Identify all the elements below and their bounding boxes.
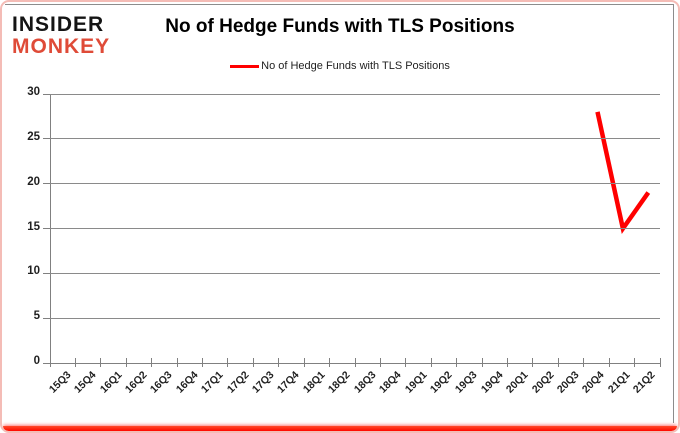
x-axis-tick: [354, 358, 356, 367]
x-axis-tick: [176, 358, 178, 367]
legend: No of Hedge Funds with TLS Positions: [2, 60, 678, 72]
gridline: [50, 272, 660, 274]
x-axis-tick: [583, 358, 585, 367]
x-axis-tick: [405, 358, 407, 367]
y-axis-tick: [43, 272, 50, 274]
y-axis-tick: [43, 317, 50, 319]
x-axis-tick: [74, 358, 76, 367]
y-axis-tick: [43, 362, 50, 364]
y-axis-tick: [43, 183, 50, 185]
gridline: [50, 183, 660, 185]
x-axis-tick: [481, 358, 483, 367]
series-line: [595, 111, 651, 234]
gridline: [50, 93, 660, 95]
x-axis-tick: [100, 358, 102, 367]
y-axis-label: 25: [27, 130, 40, 143]
x-axis-tick: [49, 358, 51, 367]
x-axis-tick: [227, 358, 229, 367]
chart-border-right: [673, 4, 674, 423]
y-axis-label: 30: [27, 86, 40, 98]
legend-line-marker: [230, 64, 260, 68]
x-axis-tick: [329, 358, 331, 367]
x-axis-tick: [507, 358, 508, 367]
y-axis-tick: [43, 93, 50, 95]
x-axis-tick: [659, 358, 661, 367]
x-axis-tick: [125, 358, 127, 367]
y-axis-label: 15: [27, 220, 40, 233]
gridline: [50, 228, 660, 229]
chart-title: No of Hedge Funds with TLS Positions: [165, 16, 515, 37]
plot-area: [50, 94, 661, 364]
x-axis-tick: [379, 358, 381, 367]
x-axis-tick: [532, 358, 534, 367]
x-axis-tick: [608, 358, 610, 367]
y-axis-label: 0: [33, 355, 40, 367]
logo-text-insider: INSIDER: [12, 13, 105, 36]
chart-border-top: [5, 4, 674, 5]
x-axis-tick: [456, 358, 458, 367]
y-axis-tick: [43, 138, 50, 140]
x-axis-tick: [557, 358, 559, 367]
legend-label: No of Hedge Funds with TLS Positions: [261, 60, 450, 72]
logo-text-monkey: MONKEY: [12, 35, 111, 58]
x-axis-tick: [430, 358, 432, 367]
y-axis-label: 10: [27, 265, 40, 278]
x-axis-tick: [303, 358, 305, 367]
gridline: [50, 317, 660, 319]
y-axis-label: 5: [33, 310, 40, 323]
x-axis-tick: [278, 358, 280, 367]
gridline: [50, 138, 660, 140]
y-axis-label: 20: [27, 175, 40, 188]
y-axis-tick: [43, 228, 50, 229]
insider-monkey-logo: INSIDER MONKEY: [12, 13, 110, 59]
x-axis-tick: [634, 358, 636, 367]
x-axis-tick: [252, 358, 254, 367]
x-axis-tick: [151, 358, 153, 367]
x-axis-tick: [202, 358, 203, 367]
card-bottom-red-bar: [3, 426, 677, 431]
